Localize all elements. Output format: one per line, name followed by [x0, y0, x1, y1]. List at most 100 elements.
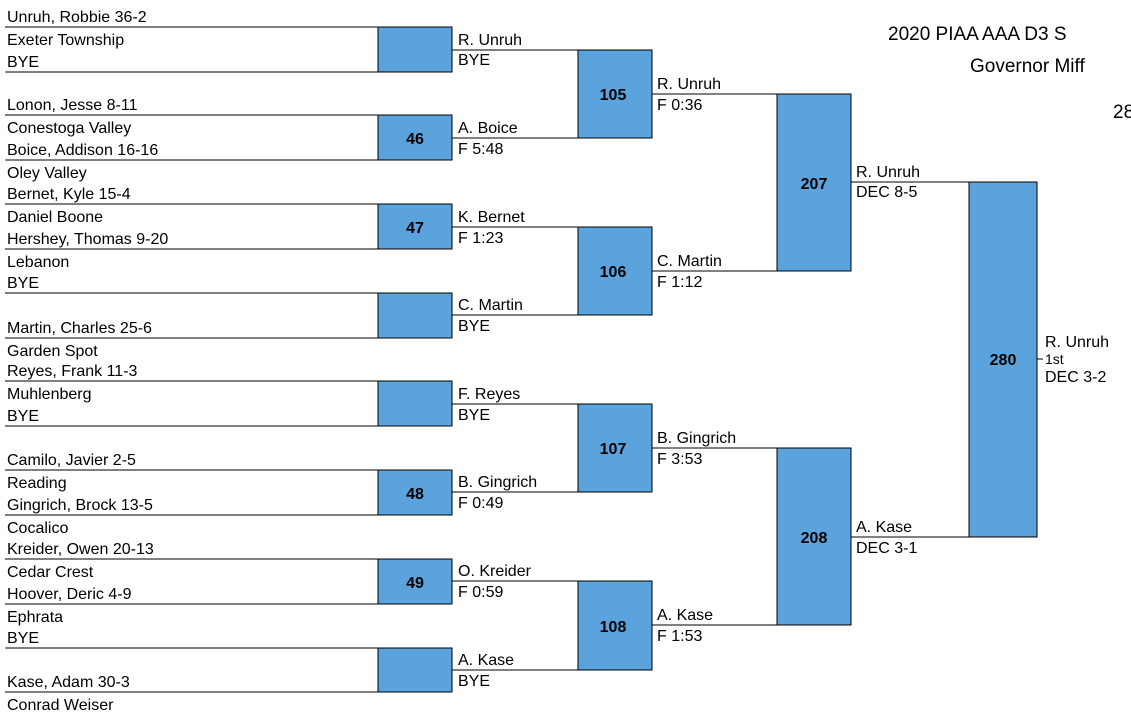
r1-result: F 0:49 — [458, 495, 503, 512]
bout-number: 106 — [600, 264, 627, 281]
r1-match2-lines — [5, 114, 378, 161]
r3-match1-lines — [652, 93, 777, 272]
r2-match1-box — [577, 49, 653, 139]
bout-number: 108 — [600, 619, 627, 636]
r3-match1-box — [776, 93, 852, 272]
r1-match1-box — [377, 26, 453, 73]
r2-result: F 3:53 — [657, 451, 702, 468]
r1-winner: K. Bernet — [458, 209, 525, 226]
bout-number: 280 — [990, 352, 1017, 369]
r2-winner: A. Kase — [657, 607, 713, 624]
entry-name: Gingrich, Brock 13-5 — [7, 497, 153, 514]
entry-name: BYE — [7, 275, 39, 292]
r1-match2-box — [377, 114, 453, 161]
r1-match5-lines — [5, 380, 378, 427]
r3-result: DEC 8-5 — [856, 184, 917, 201]
champion-result: DEC 3-2 — [1045, 369, 1106, 386]
entry-name: Reyes, Frank 11-3 — [7, 363, 138, 380]
r1-winner: F. Reyes — [458, 386, 520, 403]
r1-result: BYE — [458, 52, 490, 69]
r1-winner: B. Gingrich — [458, 474, 537, 491]
r1-result: F 0:59 — [458, 584, 503, 601]
entry-name: Kase, Adam 30-3 — [7, 674, 130, 691]
r1-match5-box — [377, 380, 453, 427]
r2-match1-lines — [452, 49, 578, 139]
r3-winner: A. Kase — [856, 519, 912, 536]
bracket-subtitle: Governor Miff — [970, 56, 1085, 77]
entry-team: Cocalico — [7, 520, 68, 537]
r1-result: F 5:48 — [458, 141, 503, 158]
bracket-title: 2020 PIAA AAA D3 S — [888, 24, 1067, 45]
entry-name: Bernet, Kyle 15-4 — [7, 186, 131, 203]
entry-name: Kreider, Owen 20-13 — [7, 541, 154, 558]
r3-match2-lines — [652, 447, 777, 626]
entry-name: Camilo, Javier 2-5 — [7, 452, 136, 469]
entry-team: Conrad Weiser — [7, 697, 114, 714]
r1-match4-box — [377, 292, 453, 339]
r1-result: BYE — [458, 673, 490, 690]
r2-match2-lines — [452, 226, 578, 316]
champion-name: R. Unruh — [1045, 334, 1109, 351]
r1-match3-lines — [5, 203, 378, 250]
entry-list: Unruh, Robbie 36-2 Exeter Township BYE L… — [7, 9, 168, 714]
r1-match6-lines — [5, 469, 378, 516]
r1-winner: A. Kase — [458, 652, 514, 669]
r2-winner: R. Unruh — [657, 76, 721, 93]
r1-winner: A. Boice — [458, 120, 518, 137]
r1-match6-box — [377, 469, 453, 516]
r1-match4-lines — [5, 292, 378, 339]
bout-number: 49 — [406, 575, 424, 592]
r1-match8-box — [377, 647, 453, 693]
r1-winner: C. Martin — [458, 297, 523, 314]
r2-result: F 0:36 — [657, 97, 702, 114]
r1-match1-lines — [5, 26, 378, 73]
r1-result: BYE — [458, 407, 490, 424]
entry-name: Martin, Charles 25-6 — [7, 320, 152, 337]
entry-name: BYE — [7, 630, 39, 647]
bout-number: 105 — [600, 87, 627, 104]
bout-number: 208 — [801, 530, 828, 547]
entry-name: Hoover, Deric 4-9 — [7, 586, 132, 603]
entry-name: BYE — [7, 408, 39, 425]
entry-name: Hershey, Thomas 9-20 — [7, 231, 168, 248]
r1-result: BYE — [458, 318, 490, 335]
r3-match2-box — [776, 447, 852, 626]
entry-team: Ephrata — [7, 609, 63, 626]
entry-team: Cedar Crest — [7, 564, 94, 581]
r1-winner: O. Kreider — [458, 563, 532, 580]
bout-number: 207 — [801, 176, 828, 193]
final-lines — [851, 181, 969, 538]
entry-team: Exeter Township — [7, 32, 124, 49]
entry-team: Oley Valley — [7, 165, 87, 182]
r2-result: F 1:53 — [657, 628, 702, 645]
r3-winner: R. Unruh — [856, 164, 920, 181]
r2-match3-box — [577, 403, 653, 493]
r2-winner: C. Martin — [657, 253, 722, 270]
bout-number: 48 — [406, 486, 424, 503]
bout-number: 107 — [600, 441, 627, 458]
r1-match7-lines — [5, 558, 378, 605]
entry-name: Unruh, Robbie 36-2 — [7, 9, 147, 26]
r3-result: DEC 3-1 — [856, 540, 917, 557]
r1-match8-lines — [5, 647, 378, 693]
entry-name: Lonon, Jesse 8-11 — [7, 97, 138, 114]
entry-team: Muhlenberg — [7, 386, 92, 403]
entry-team: Lebanon — [7, 254, 69, 271]
r2-winner: B. Gingrich — [657, 430, 736, 447]
bout-number: 46 — [406, 131, 424, 148]
entry-name: BYE — [7, 54, 39, 71]
bout-number: 47 — [406, 220, 424, 237]
entry-team: Daniel Boone — [7, 209, 103, 226]
r1-winner: R. Unruh — [458, 32, 522, 49]
entry-name: Boice, Addison 16-16 — [7, 142, 158, 159]
r1-result: F 1:23 — [458, 230, 503, 247]
champion-place: 1st — [1045, 351, 1064, 367]
entry-team: Reading — [7, 475, 67, 492]
r2-match4-lines — [452, 580, 578, 671]
final-box — [968, 181, 1038, 538]
entry-team: Conestoga Valley — [7, 120, 131, 137]
r2-result: F 1:12 — [657, 274, 702, 291]
entry-team: Garden Spot — [7, 343, 98, 360]
r2-match3-lines — [452, 403, 578, 493]
